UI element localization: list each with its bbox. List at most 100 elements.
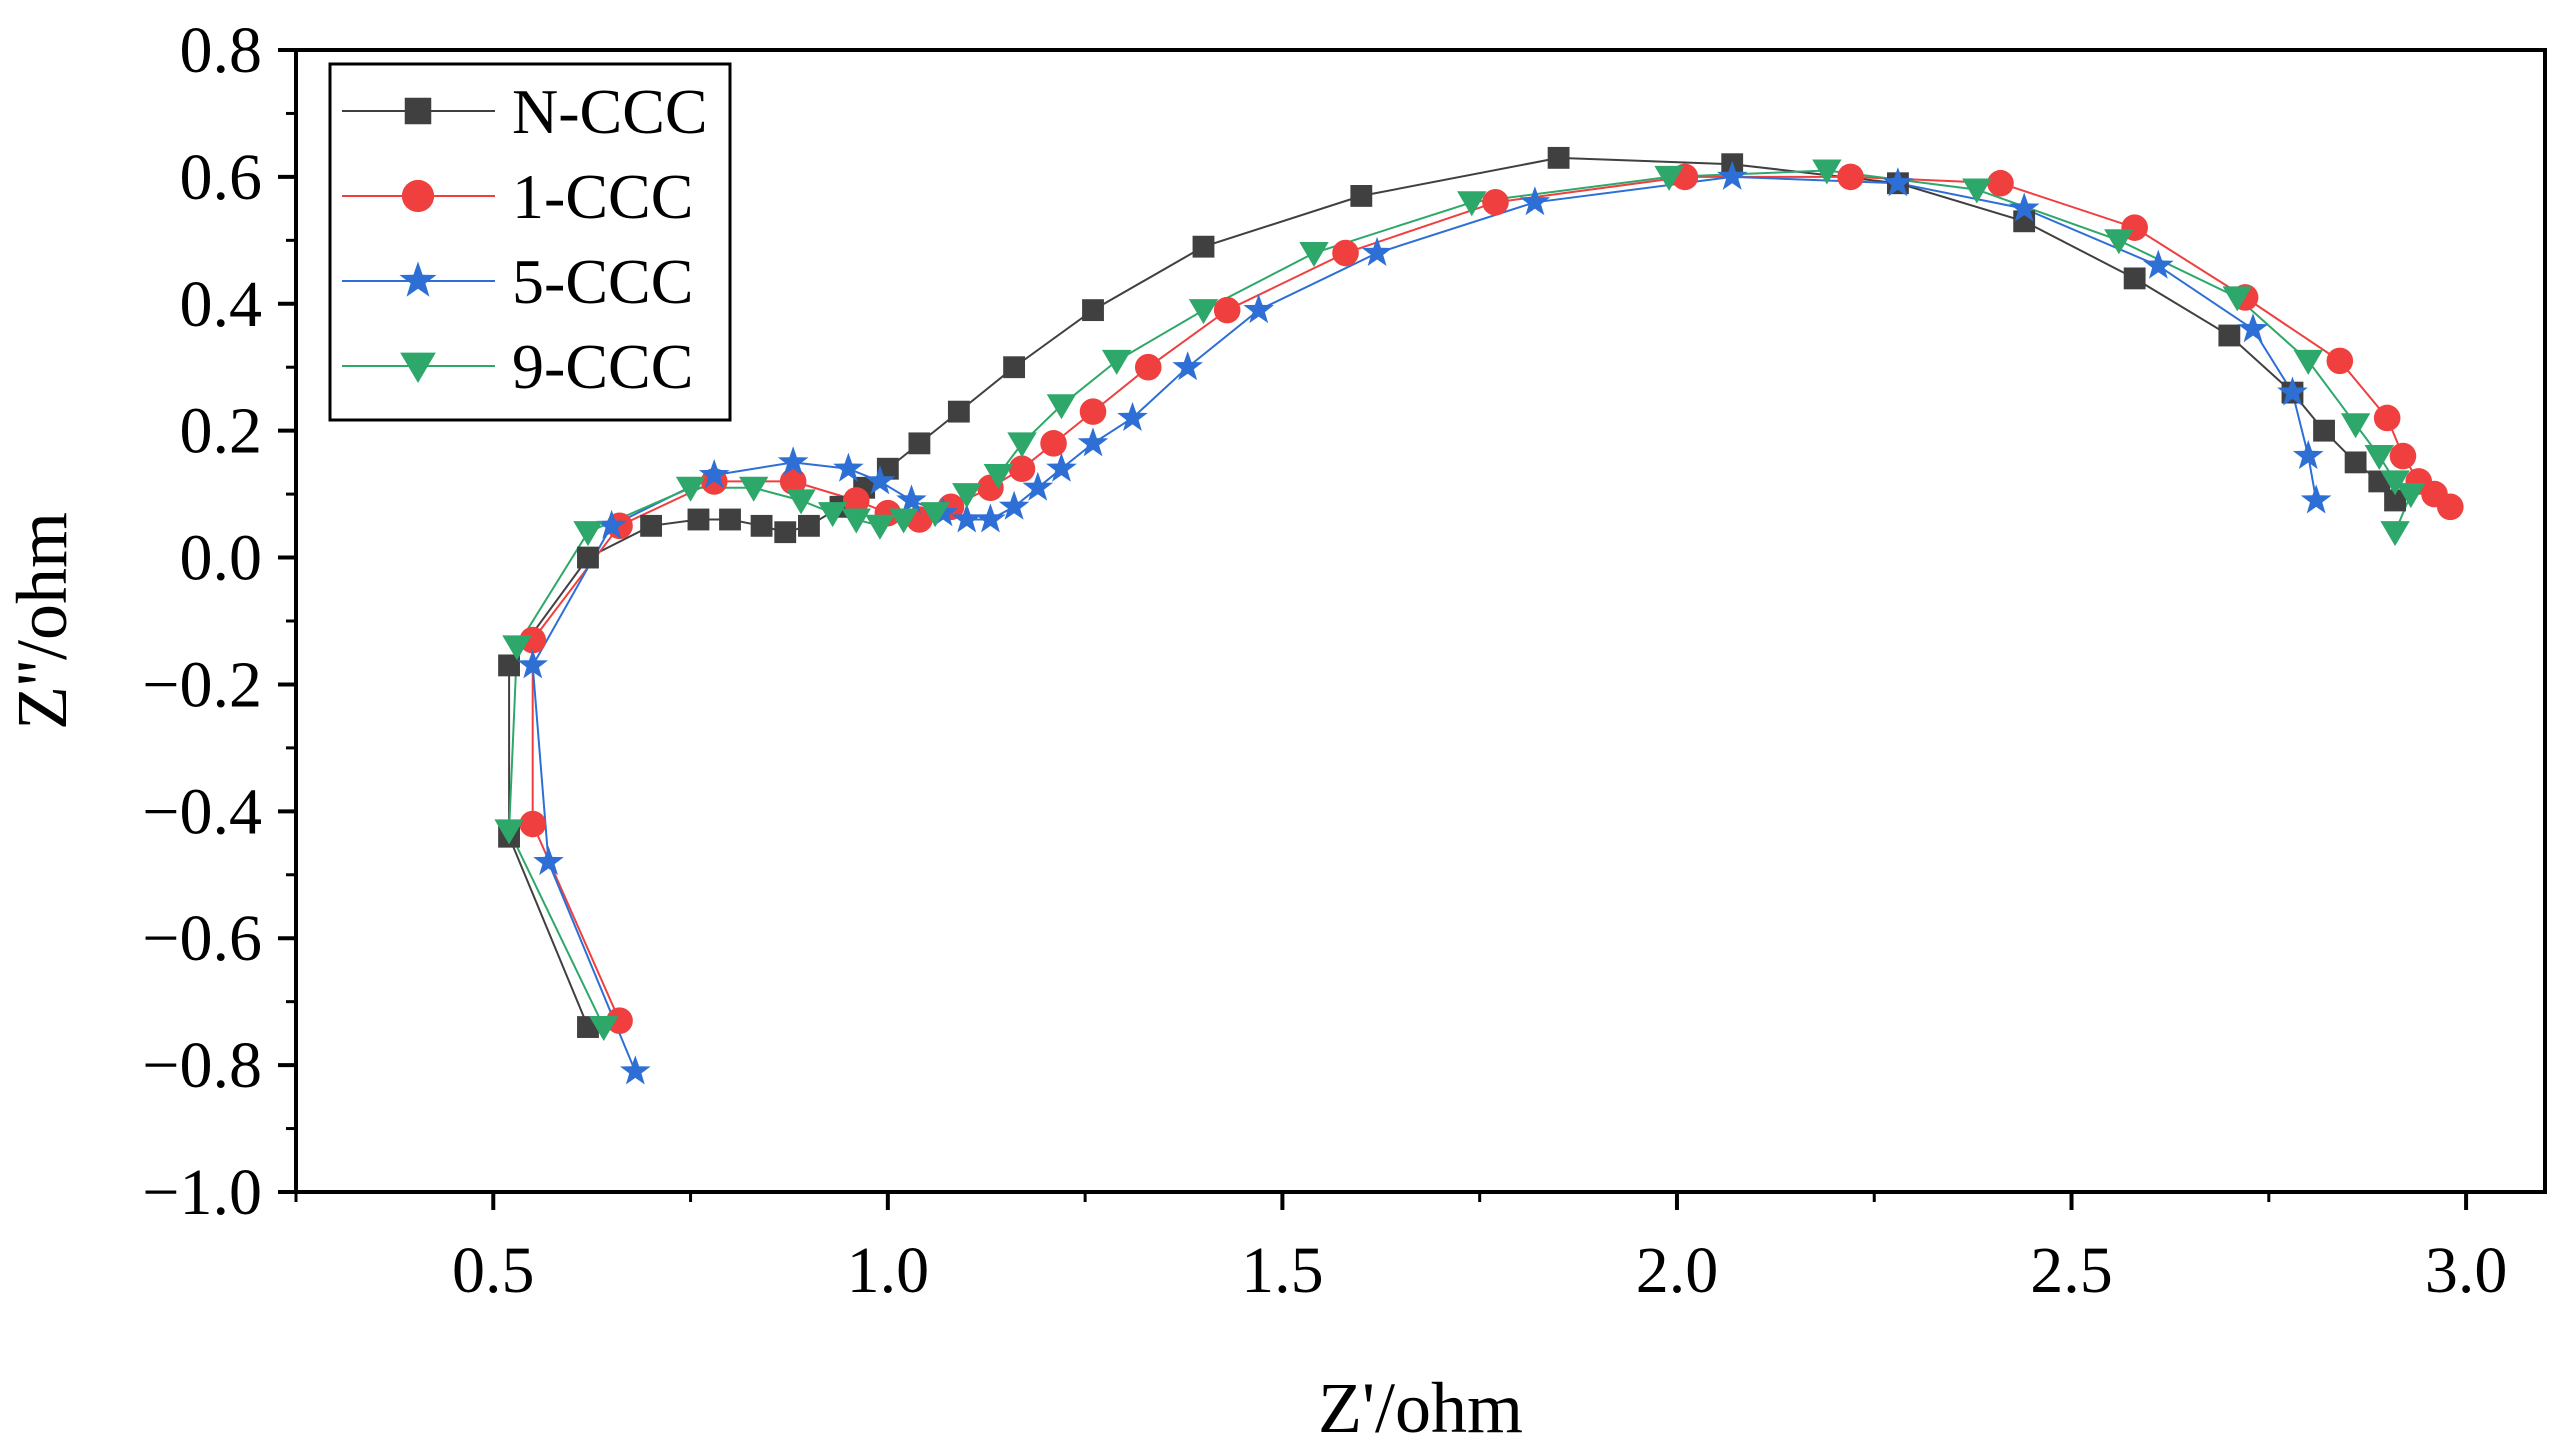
data-point-9-ccc [2293,349,2323,375]
data-point-9-ccc [817,502,848,528]
y-tick-label: 0.8 [180,14,263,87]
data-point-n-ccc [2218,324,2241,347]
y-axis-ticks: 0.8 0.6 0.4 0.2 0.0 −0.2 −0.4 −0.6 −0.8 −1.0 [142,14,296,1229]
data-point-1-ccc [842,487,870,514]
data-point-5-ccc [533,846,564,876]
x-tick-label: 2.5 [2030,1234,2113,1307]
y-axis-title: Z''/ohm [2,512,82,730]
data-point-n-ccc [577,546,599,569]
data-point-n-ccc [640,514,663,537]
data-point-1-ccc [1079,398,1107,425]
data-point-5-ccc [896,484,927,514]
data-point-5-ccc [1519,186,1551,216]
data-point-5-ccc [1716,160,1748,190]
data-point-1-ccc [1213,296,1241,324]
data-point-n-ccc [1082,299,1104,322]
data-point-5-ccc [2008,192,2040,222]
data-point-n-ccc [750,514,773,537]
data-point-9-ccc [2364,445,2394,471]
data-point-9-ccc [1007,432,1037,458]
data-point-5-ccc [2237,313,2269,343]
data-point-n-ccc [498,654,520,677]
data-point-9-ccc [1457,191,1487,217]
data-point-5-ccc [2300,484,2332,514]
data-point-9-ccc [738,476,769,502]
legend-box [328,62,732,422]
data-point-5-ccc [998,490,1030,520]
data-point-n-ccc [1547,146,1570,169]
legend-label-1-ccc: 1-CCC [512,161,693,232]
data-point-9-ccc [573,521,603,547]
data-point-5-ccc [777,446,809,476]
data-point-9-ccc [841,508,871,534]
data-point-1-ccc [606,1007,633,1034]
x-axis-title: Z'/ohm [1318,1368,1523,1448]
data-point-1-ccc [1008,455,1036,483]
x-tick-label: 3.0 [2425,1234,2508,1307]
y-tick-label: 0.4 [180,268,263,341]
legend-label-n-ccc: N-CCC [512,76,708,147]
data-point-5-ccc [698,459,730,489]
data-point-n-ccc [687,508,710,531]
legend-marker-n-ccc [404,97,432,125]
data-point-9-ccc [1101,349,1132,375]
data-point-n-ccc [774,521,797,544]
data-point-5-ccc [517,649,548,679]
data-point-9-ccc [952,483,982,509]
data-point-5-ccc [1022,471,1054,501]
legend-marker-1-ccc [401,179,435,213]
data-point-9-ccc [1654,165,1684,191]
data-point-n-ccc [1350,185,1373,207]
data-point-9-ccc [1812,159,1842,185]
data-point-1-ccc [2373,404,2401,432]
data-point-5-ccc [620,1055,651,1085]
data-point-5-ccc [1361,236,1393,266]
legend: N-CCC 1-CCC 5-CCC 9-CCC [328,62,732,422]
data-point-9-ccc [2396,483,2426,509]
data-point-5-ccc [1243,294,1274,324]
data-point-9-ccc [2222,286,2252,312]
data-point-9-ccc [888,508,919,534]
legend-marker-5-ccc [399,261,437,297]
data-point-n-ccc [2313,419,2335,442]
data-point-5-ccc [2143,249,2174,279]
data-point-1-ccc [1987,169,2014,197]
data-point-n-ccc [1003,356,1026,379]
y-tick-label: 0.2 [180,395,263,468]
y-tick-label: 0.6 [180,141,263,214]
data-point-5-ccc [1172,351,1203,381]
data-point-9-ccc [2104,229,2134,255]
data-point-9-ccc [494,819,524,845]
data-point-n-ccc [719,508,741,531]
data-point-1-ccc [2389,442,2417,470]
data-point-9-ccc [1962,178,1992,204]
data-point-5-ccc [1117,401,1148,431]
data-point-1-ccc [519,810,547,838]
data-point-9-ccc [865,514,895,540]
y-tick-label: 0.0 [180,522,263,595]
data-point-9-ccc [589,1016,619,1042]
data-point-1-ccc [1837,163,1864,191]
x-tick-label: 1.0 [847,1234,930,1307]
data-point-5-ccc [2293,439,2324,470]
data-point-1-ccc [1134,353,1162,381]
data-point-9-ccc [675,476,706,502]
data-point-9-ccc [983,464,1014,490]
data-point-1-ccc [1482,188,1509,216]
data-point-5-ccc [1077,427,1109,457]
series-markers [494,146,2464,1085]
data-point-5-ccc [1882,167,1914,197]
data-point-9-ccc [786,489,816,515]
data-point-1-ccc [1332,239,1359,267]
data-point-n-ccc [947,400,970,423]
data-point-5-ccc [596,509,627,539]
data-point-1-ccc [779,468,807,495]
legend-marker-9-ccc [400,352,436,383]
data-point-9-ccc [2380,521,2410,547]
data-point-5-ccc [833,452,864,482]
data-point-9-ccc [2340,413,2371,439]
y-tick-label: −1.0 [142,1156,262,1229]
data-point-1-ccc [1040,430,1067,457]
